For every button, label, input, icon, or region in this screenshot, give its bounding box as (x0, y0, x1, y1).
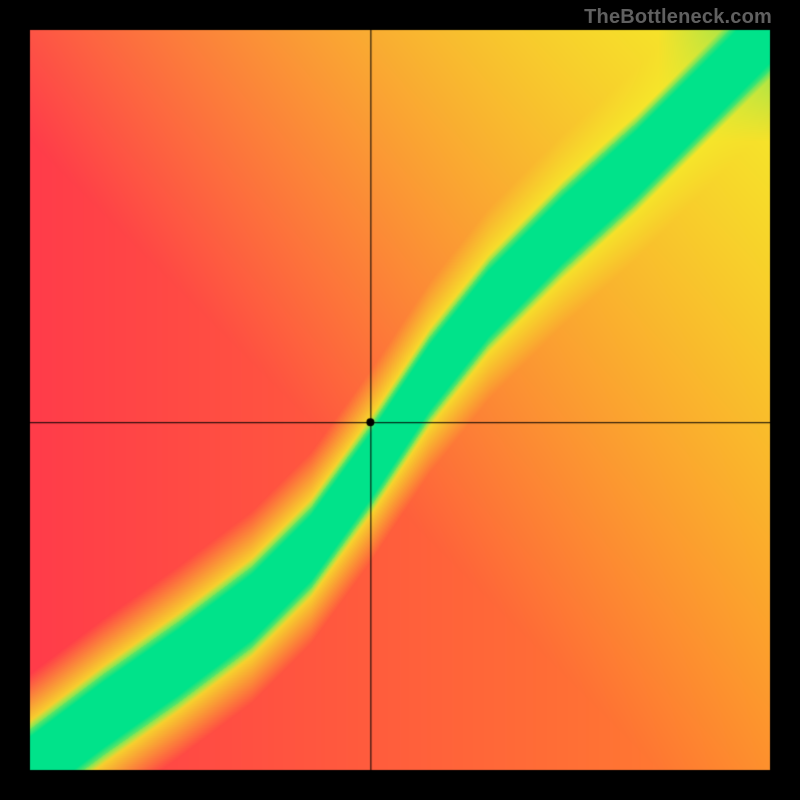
chart-root: TheBottleneck.com (0, 0, 800, 800)
heatmap-canvas (0, 0, 800, 800)
watermark-text: TheBottleneck.com (584, 6, 772, 29)
